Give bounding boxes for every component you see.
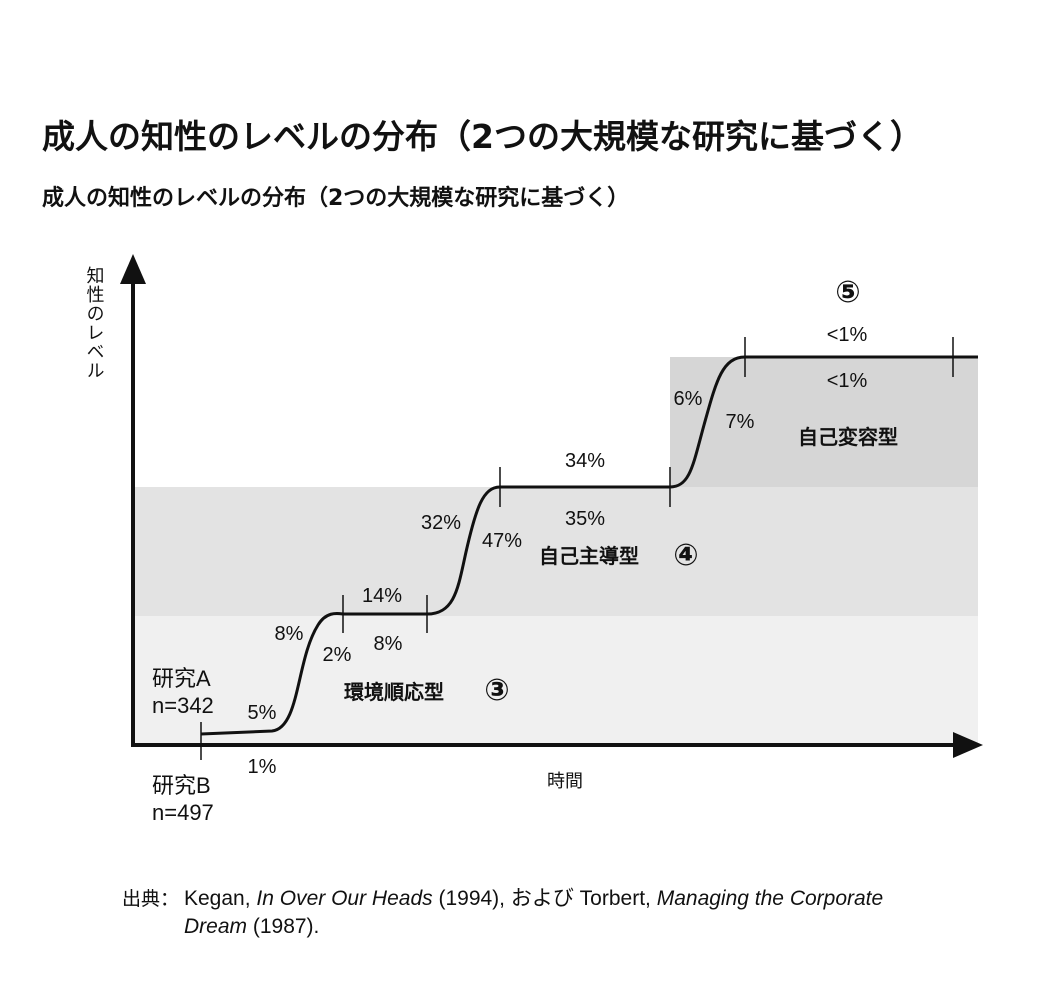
study-b-n: n=497 bbox=[152, 800, 214, 825]
pct-b-level3-4: 2% bbox=[323, 644, 352, 666]
zone-band-5 bbox=[670, 357, 978, 487]
y-axis-label: 知性のレベル bbox=[84, 266, 105, 380]
pct-a-level6: <1% bbox=[827, 324, 868, 346]
zone-label-4: 自己主導型 bbox=[539, 544, 639, 568]
source-book1: In Over Our Heads bbox=[256, 887, 433, 910]
zone-number-4: ④ bbox=[673, 539, 698, 572]
development-curve bbox=[200, 355, 978, 736]
source-book2-part2: Dream bbox=[184, 915, 248, 938]
pct-b-level6: <1% bbox=[827, 370, 868, 392]
source-year1: (1994), および Torbert, bbox=[432, 887, 657, 910]
pct-a-level4-5: 32% bbox=[421, 512, 461, 534]
pct-a-level5: 34% bbox=[565, 450, 605, 472]
source-book2-part1: Managing the Corporate bbox=[656, 887, 884, 910]
zone-label-3: 環境順応型 bbox=[344, 680, 444, 704]
pct-b-level5: 35% bbox=[565, 508, 605, 530]
pct-b-level5-6: 7% bbox=[726, 411, 755, 433]
x-axis-arrow bbox=[953, 732, 983, 758]
study-a-name: 研究A bbox=[152, 666, 211, 691]
source-citation: 出典： Kegan, In Over Our Heads (1994), および … bbox=[122, 885, 883, 941]
pct-a-level3-4: 8% bbox=[275, 623, 304, 645]
zone-band-4 bbox=[135, 487, 978, 616]
pct-b-level4-5: 47% bbox=[482, 530, 522, 552]
zone-band-3 bbox=[135, 616, 978, 745]
zone-number-3: ③ bbox=[484, 674, 509, 707]
source-author1: Kegan, bbox=[184, 887, 257, 910]
study-a-n: n=342 bbox=[152, 693, 214, 718]
pct-a-level3: 5% bbox=[248, 702, 277, 724]
page-title: 成人の知性のレベルの分布（2つの大規模な研究に基づく） bbox=[42, 117, 923, 156]
source-prefix: 出典： bbox=[122, 888, 180, 910]
pct-b-level4: 8% bbox=[374, 633, 403, 655]
source-year2: (1987). bbox=[247, 915, 320, 938]
x-axis-label: 時間 bbox=[547, 771, 583, 792]
pct-a-level4: 14% bbox=[362, 585, 402, 607]
page-subtitle: 成人の知性のレベルの分布（2つの大規模な研究に基づく） bbox=[42, 186, 630, 211]
pct-a-level5-6: 6% bbox=[674, 388, 703, 410]
pct-b-level3: 1% bbox=[248, 756, 277, 778]
zone-number-5: ⑤ bbox=[835, 276, 860, 309]
study-b-name: 研究B bbox=[152, 773, 211, 798]
zone-label-5: 自己変容型 bbox=[798, 425, 898, 449]
y-axis-arrow bbox=[120, 254, 146, 284]
